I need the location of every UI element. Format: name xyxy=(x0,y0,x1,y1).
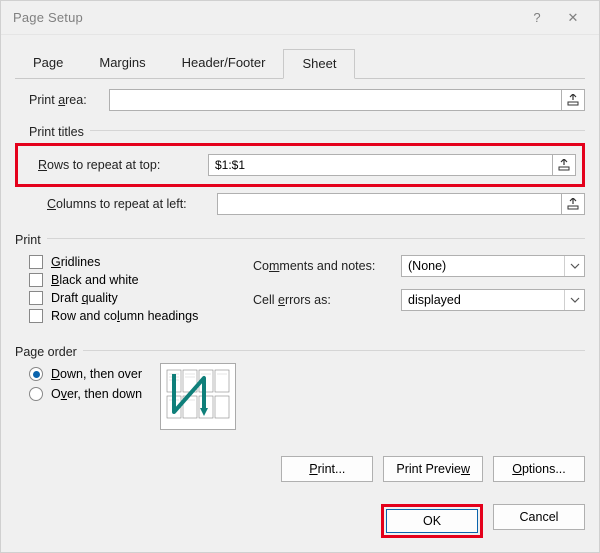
print-area-label: Print area: xyxy=(29,93,109,107)
rows-to-repeat-label: Rows to repeat at top: xyxy=(38,158,208,172)
collapse-dialog-icon xyxy=(558,159,570,171)
cols-to-repeat-label: Columns to repeat at left: xyxy=(47,197,217,211)
help-button[interactable]: ? xyxy=(519,1,555,35)
cellerrors-label: Cell errors as: xyxy=(253,293,393,307)
tab-sheet[interactable]: Sheet xyxy=(283,49,355,79)
print-preview-button[interactable]: Print Preview xyxy=(383,456,483,482)
titlebar: Page Setup ? ✕ xyxy=(1,1,599,35)
page-setup-dialog: Page Setup ? ✕ Page Margins Header/Foote… xyxy=(0,0,600,553)
cancel-button[interactable]: Cancel xyxy=(493,504,585,530)
print-button[interactable]: Print... xyxy=(281,456,373,482)
print-dropdowns: Comments and notes: (None) Cell errors a… xyxy=(253,251,585,327)
page-order-label: Page order xyxy=(15,345,77,359)
ok-button[interactable]: OK xyxy=(386,509,478,533)
footer-button-bar: OK Cancel xyxy=(381,504,585,538)
print-area-input-wrap xyxy=(109,89,585,111)
cellerrors-row: Cell errors as: displayed xyxy=(253,289,585,311)
checkbox-icon xyxy=(29,309,43,323)
rows-to-repeat-highlight: Rows to repeat at top: xyxy=(15,143,585,187)
page-order-preview-icon xyxy=(165,368,231,420)
print-area-row: Print area: xyxy=(29,89,585,111)
cols-to-repeat-input-wrap xyxy=(217,193,585,215)
radio-icon xyxy=(29,367,43,381)
rows-to-repeat-row: Rows to repeat at top: xyxy=(38,154,576,176)
options-button[interactable]: Options... xyxy=(493,456,585,482)
dialog-body: Page Margins Header/Footer Sheet Print a… xyxy=(1,35,599,492)
window-title: Page Setup xyxy=(13,10,519,25)
tab-margins[interactable]: Margins xyxy=(81,49,163,78)
page-order-radios: Down, then over Over, then down xyxy=(29,363,142,405)
checkbox-icon xyxy=(29,291,43,305)
over-then-down-radio[interactable]: Over, then down xyxy=(29,387,142,401)
close-button[interactable]: ✕ xyxy=(555,1,591,35)
page-order-group: Page order xyxy=(15,339,585,359)
tab-page[interactable]: Page xyxy=(15,49,81,78)
chevron-down-icon xyxy=(564,256,584,276)
print-area-picker-button[interactable] xyxy=(561,89,585,111)
gridlines-checkbox[interactable]: Gridlines xyxy=(29,255,239,269)
rows-to-repeat-input[interactable] xyxy=(208,154,552,176)
down-then-over-radio[interactable]: Down, then over xyxy=(29,367,142,381)
collapse-dialog-icon xyxy=(567,94,579,106)
print-group: Print xyxy=(15,227,585,247)
tab-header-footer[interactable]: Header/Footer xyxy=(164,49,284,78)
ok-button-highlight: OK xyxy=(381,504,483,538)
print-section: Gridlines Black and white Draft quality … xyxy=(29,251,585,327)
print-titles-group: Print titles xyxy=(29,119,585,139)
radio-icon xyxy=(29,387,43,401)
chevron-down-icon xyxy=(564,290,584,310)
checkbox-icon xyxy=(29,273,43,287)
cols-to-repeat-input[interactable] xyxy=(217,193,561,215)
rowcol-headings-checkbox[interactable]: Row and column headings xyxy=(29,309,239,323)
collapse-dialog-icon xyxy=(567,198,579,210)
cols-to-repeat-row: Columns to repeat at left: xyxy=(47,193,585,215)
checkbox-icon xyxy=(29,255,43,269)
comments-row: Comments and notes: (None) xyxy=(253,255,585,277)
rows-to-repeat-input-wrap xyxy=(208,154,576,176)
draft-quality-checkbox[interactable]: Draft quality xyxy=(29,291,239,305)
comments-label: Comments and notes: xyxy=(253,259,393,273)
comments-dropdown[interactable]: (None) xyxy=(401,255,585,277)
page-order-preview xyxy=(160,363,236,430)
cols-picker-button[interactable] xyxy=(561,193,585,215)
tab-strip: Page Margins Header/Footer Sheet xyxy=(15,49,585,79)
print-area-input[interactable] xyxy=(109,89,561,111)
print-group-label: Print xyxy=(15,233,41,247)
blackwhite-checkbox[interactable]: Black and white xyxy=(29,273,239,287)
print-titles-label: Print titles xyxy=(29,125,84,139)
middle-button-bar: Print... Print Preview Options... xyxy=(15,456,585,482)
cellerrors-dropdown[interactable]: displayed xyxy=(401,289,585,311)
print-checkboxes: Gridlines Black and white Draft quality … xyxy=(29,251,239,327)
page-order-section: Down, then over Over, then down xyxy=(29,363,585,430)
rows-picker-button[interactable] xyxy=(552,154,576,176)
